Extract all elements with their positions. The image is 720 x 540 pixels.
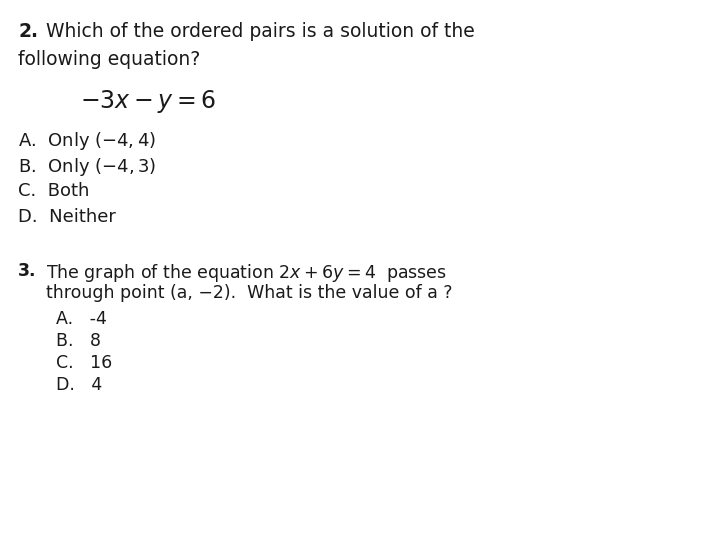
Text: C.   16: C. 16 — [56, 354, 112, 372]
Text: D.  Neither: D. Neither — [18, 208, 116, 226]
Text: D.   4: D. 4 — [56, 376, 102, 394]
Text: C.  Both: C. Both — [18, 182, 89, 200]
Text: Which of the ordered pairs is a solution of the: Which of the ordered pairs is a solution… — [40, 22, 474, 41]
Text: through point (a, −2).  What is the value of a ?: through point (a, −2). What is the value… — [46, 284, 452, 302]
Text: B.  Only $(-4, 3)$: B. Only $(-4, 3)$ — [18, 156, 156, 178]
Text: 2.: 2. — [18, 22, 38, 41]
Text: A.  Only $(-4, 4)$: A. Only $(-4, 4)$ — [18, 130, 156, 152]
Text: B.   8: B. 8 — [56, 332, 101, 350]
Text: $-3x - y = 6$: $-3x - y = 6$ — [80, 88, 216, 115]
Text: following equation?: following equation? — [18, 50, 200, 69]
Text: The graph of the equation $2x + 6y = 4$  passes: The graph of the equation $2x + 6y = 4$ … — [46, 262, 447, 284]
Text: A.   -4: A. -4 — [56, 310, 107, 328]
Text: 3.: 3. — [18, 262, 37, 280]
